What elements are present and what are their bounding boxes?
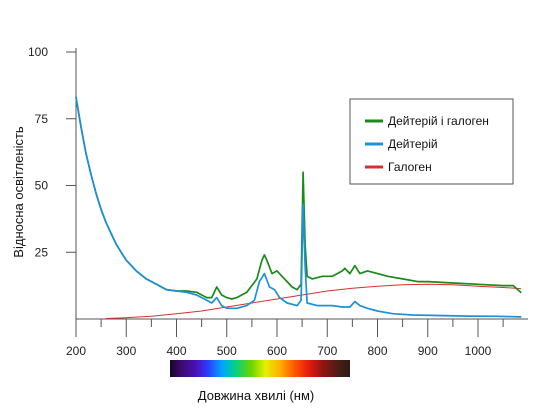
- y-tick-label: 75: [35, 112, 49, 126]
- legend-box: [349, 98, 514, 185]
- spectrum-bar: [170, 360, 350, 377]
- x-tick-label: 1000: [465, 344, 492, 358]
- x-tick-label: 200: [66, 344, 86, 358]
- x-tick-label: 800: [367, 344, 387, 358]
- legend-label: Дейтерій і галоген: [388, 114, 489, 128]
- series-lines: [75, 96, 522, 319]
- x-tick-label: 400: [166, 344, 186, 358]
- y-tick-label: 50: [35, 179, 49, 193]
- y-tick-label: 100: [28, 45, 48, 59]
- x-tick-label: 500: [217, 344, 237, 358]
- y-tick-label: 25: [35, 245, 49, 259]
- legend: Дейтерій і галоген Дейтерій Галоген: [349, 98, 514, 185]
- x-tick-label: 700: [317, 344, 337, 358]
- series-line-2: [105, 283, 522, 319]
- x-ticks: 200 300 400 500 600 700 800 900 1000: [66, 319, 504, 358]
- x-tick-label: 900: [418, 344, 438, 358]
- series-line-1: [75, 96, 522, 318]
- legend-label: Дейтерій: [388, 137, 438, 151]
- y-ticks: 25 50 75 100: [28, 45, 76, 259]
- y-axis-label: Відносна освітленість: [11, 126, 26, 258]
- x-tick-label: 300: [116, 344, 136, 358]
- legend-label: Галоген: [388, 160, 432, 174]
- x-tick-label: 600: [267, 344, 287, 358]
- x-axis-label: Довжина хвилі (нм): [198, 388, 314, 403]
